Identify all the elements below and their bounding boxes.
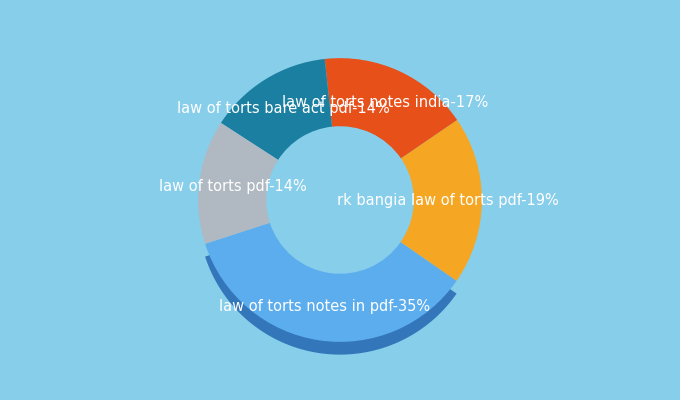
Wedge shape <box>205 223 456 342</box>
Wedge shape <box>325 58 457 158</box>
Text: law of torts bare act pdf-14%: law of torts bare act pdf-14% <box>177 101 390 116</box>
Wedge shape <box>401 120 482 281</box>
Wedge shape <box>221 59 332 160</box>
Wedge shape <box>198 123 278 244</box>
Text: law of torts notes in pdf-35%: law of torts notes in pdf-35% <box>219 299 430 314</box>
Polygon shape <box>205 236 456 355</box>
Text: rk bangia law of torts pdf-19%: rk bangia law of torts pdf-19% <box>337 193 559 208</box>
Text: law of torts pdf-14%: law of torts pdf-14% <box>159 178 307 194</box>
Text: law of torts notes india-17%: law of torts notes india-17% <box>282 94 488 110</box>
